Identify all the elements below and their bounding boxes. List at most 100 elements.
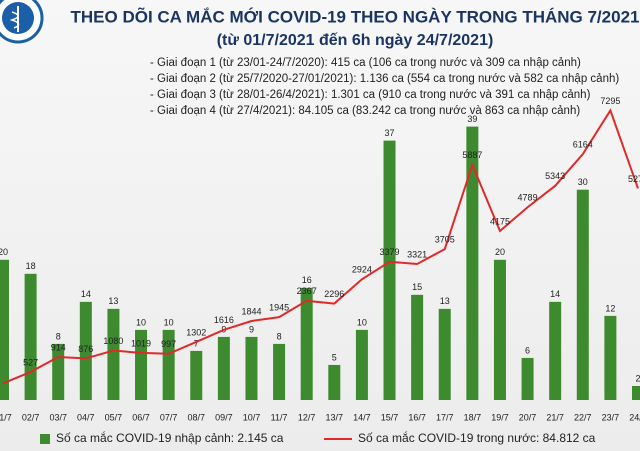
bar	[107, 308, 120, 400]
bar-label: 30	[578, 177, 588, 187]
bar	[438, 308, 451, 400]
bar	[300, 287, 313, 400]
bar	[328, 364, 341, 400]
x-tick-label: 19/7	[491, 412, 509, 422]
bar	[0, 259, 9, 400]
x-tick-label: 13/7	[326, 412, 344, 422]
x-tick-label: 04/7	[77, 412, 95, 422]
line-label: 876	[78, 344, 93, 354]
line-label: 5343	[545, 171, 565, 181]
line-label: 2924	[352, 265, 372, 275]
x-tick-label: 15/7	[381, 412, 399, 422]
bar	[604, 315, 617, 400]
line-label: 1019	[131, 338, 151, 348]
bar-label: 9	[249, 324, 254, 334]
note: - Giai đoạn 2 (từ 25/7/2020-27/01/2021):…	[150, 73, 619, 85]
bar-label: 39	[467, 114, 477, 124]
chart-subtitle: (từ 01/7/2021 đến 6h ngày 24/7/2021)	[217, 32, 494, 49]
bar	[521, 357, 534, 400]
line-label: 5275	[628, 174, 640, 184]
x-tick-label: 22/7	[574, 412, 592, 422]
x-tick-label: 24/7	[629, 412, 640, 422]
bar-label: 8	[56, 331, 61, 341]
bar	[217, 336, 230, 400]
bar	[383, 140, 396, 400]
bar	[576, 189, 589, 400]
line-label: 997	[161, 339, 176, 349]
bar-label: 20	[0, 247, 8, 257]
x-tick-label: 12/7	[298, 412, 316, 422]
bar	[24, 273, 37, 400]
line-label: 1844	[241, 306, 261, 316]
bar-label: 8	[277, 331, 282, 341]
bar	[79, 301, 92, 400]
bar-label: 20	[495, 247, 505, 257]
bar	[632, 385, 640, 400]
bar-label: 37	[385, 128, 395, 138]
bar-label: 5	[332, 352, 337, 362]
bar	[190, 350, 203, 400]
x-tick-label: 17/7	[436, 412, 454, 422]
x-tick-label: 03/7	[49, 412, 67, 422]
bar-label: 14	[550, 289, 560, 299]
x-tick-label: 08/7	[187, 412, 205, 422]
line	[2, 108, 639, 385]
bar	[135, 329, 148, 400]
line-label: 3379	[380, 247, 400, 257]
x-tick-label: 09/7	[215, 412, 233, 422]
bar-label: 10	[136, 317, 146, 327]
x-tick-label: 16/7	[408, 412, 426, 422]
line-label: 2296	[324, 289, 344, 299]
x-tick-label: 21/7	[546, 412, 564, 422]
bar	[273, 343, 286, 400]
x-tick-label: 01/7	[0, 412, 12, 422]
bar	[549, 301, 562, 400]
bar-label: 10	[357, 317, 367, 327]
line-label: 6164	[573, 139, 593, 149]
line-label: 2367	[297, 286, 317, 296]
legend-label: Số ca mắc COVID-19 trong nước: 84.812 ca	[358, 430, 596, 445]
bar	[411, 294, 424, 400]
note: - Giai đoạn 4 (từ 27/4/2021): 84.105 ca …	[150, 105, 580, 117]
bar	[355, 329, 368, 400]
line-label: 914	[51, 342, 66, 352]
bar	[162, 329, 175, 400]
x-tick-label: 06/7	[132, 412, 150, 422]
line-label: 1080	[103, 336, 123, 346]
legend-label: Số ca mắc COVID-19 nhập cảnh: 2.145 ca	[56, 430, 284, 445]
line-label: 527	[23, 357, 38, 367]
line-label: 3705	[435, 235, 455, 245]
line-label: 1302	[186, 327, 206, 337]
bar-label: 13	[108, 296, 118, 306]
bar-label: 13	[440, 296, 450, 306]
bar	[466, 126, 479, 401]
x-tick-label: 18/7	[464, 412, 482, 422]
bar-label: 14	[81, 289, 91, 299]
x-tick-label: 02/7	[22, 412, 40, 422]
x-tick-label: 05/7	[105, 412, 123, 422]
bar-label: 10	[164, 317, 174, 327]
note: - Giai đoạn 3 (từ 28/01-26/4/2021): 1.30…	[150, 89, 591, 101]
note: - Giai đoạn 1 (từ 23/01-24/7/2020): 415 …	[150, 57, 581, 69]
x-tick-label: 23/7	[602, 412, 620, 422]
bar-label: 18	[26, 261, 36, 271]
bar-label: 16	[302, 275, 312, 285]
x-tick-label: 20/7	[519, 412, 537, 422]
bar-label: 7	[194, 338, 199, 348]
x-tick-label: 14/7	[353, 412, 371, 422]
line-label: 1945	[269, 303, 289, 313]
x-tick-label: 07/7	[160, 412, 178, 422]
bar-label: 12	[605, 303, 615, 313]
line-label: 7295	[600, 96, 620, 106]
line-label: 3321	[407, 249, 427, 259]
chart-title: THEO DÕI CA MẮC MỚI COVID-19 THEO NGÀY T…	[71, 6, 640, 26]
line-label: 5887	[462, 150, 482, 160]
bar	[245, 336, 258, 400]
legend-swatch	[40, 434, 50, 444]
bar-label: 15	[412, 282, 422, 292]
x-tick-label: 11/7	[271, 412, 288, 422]
line-label: 4175	[490, 216, 510, 226]
bar	[493, 259, 506, 400]
x-tick-label: 10/7	[243, 412, 261, 422]
